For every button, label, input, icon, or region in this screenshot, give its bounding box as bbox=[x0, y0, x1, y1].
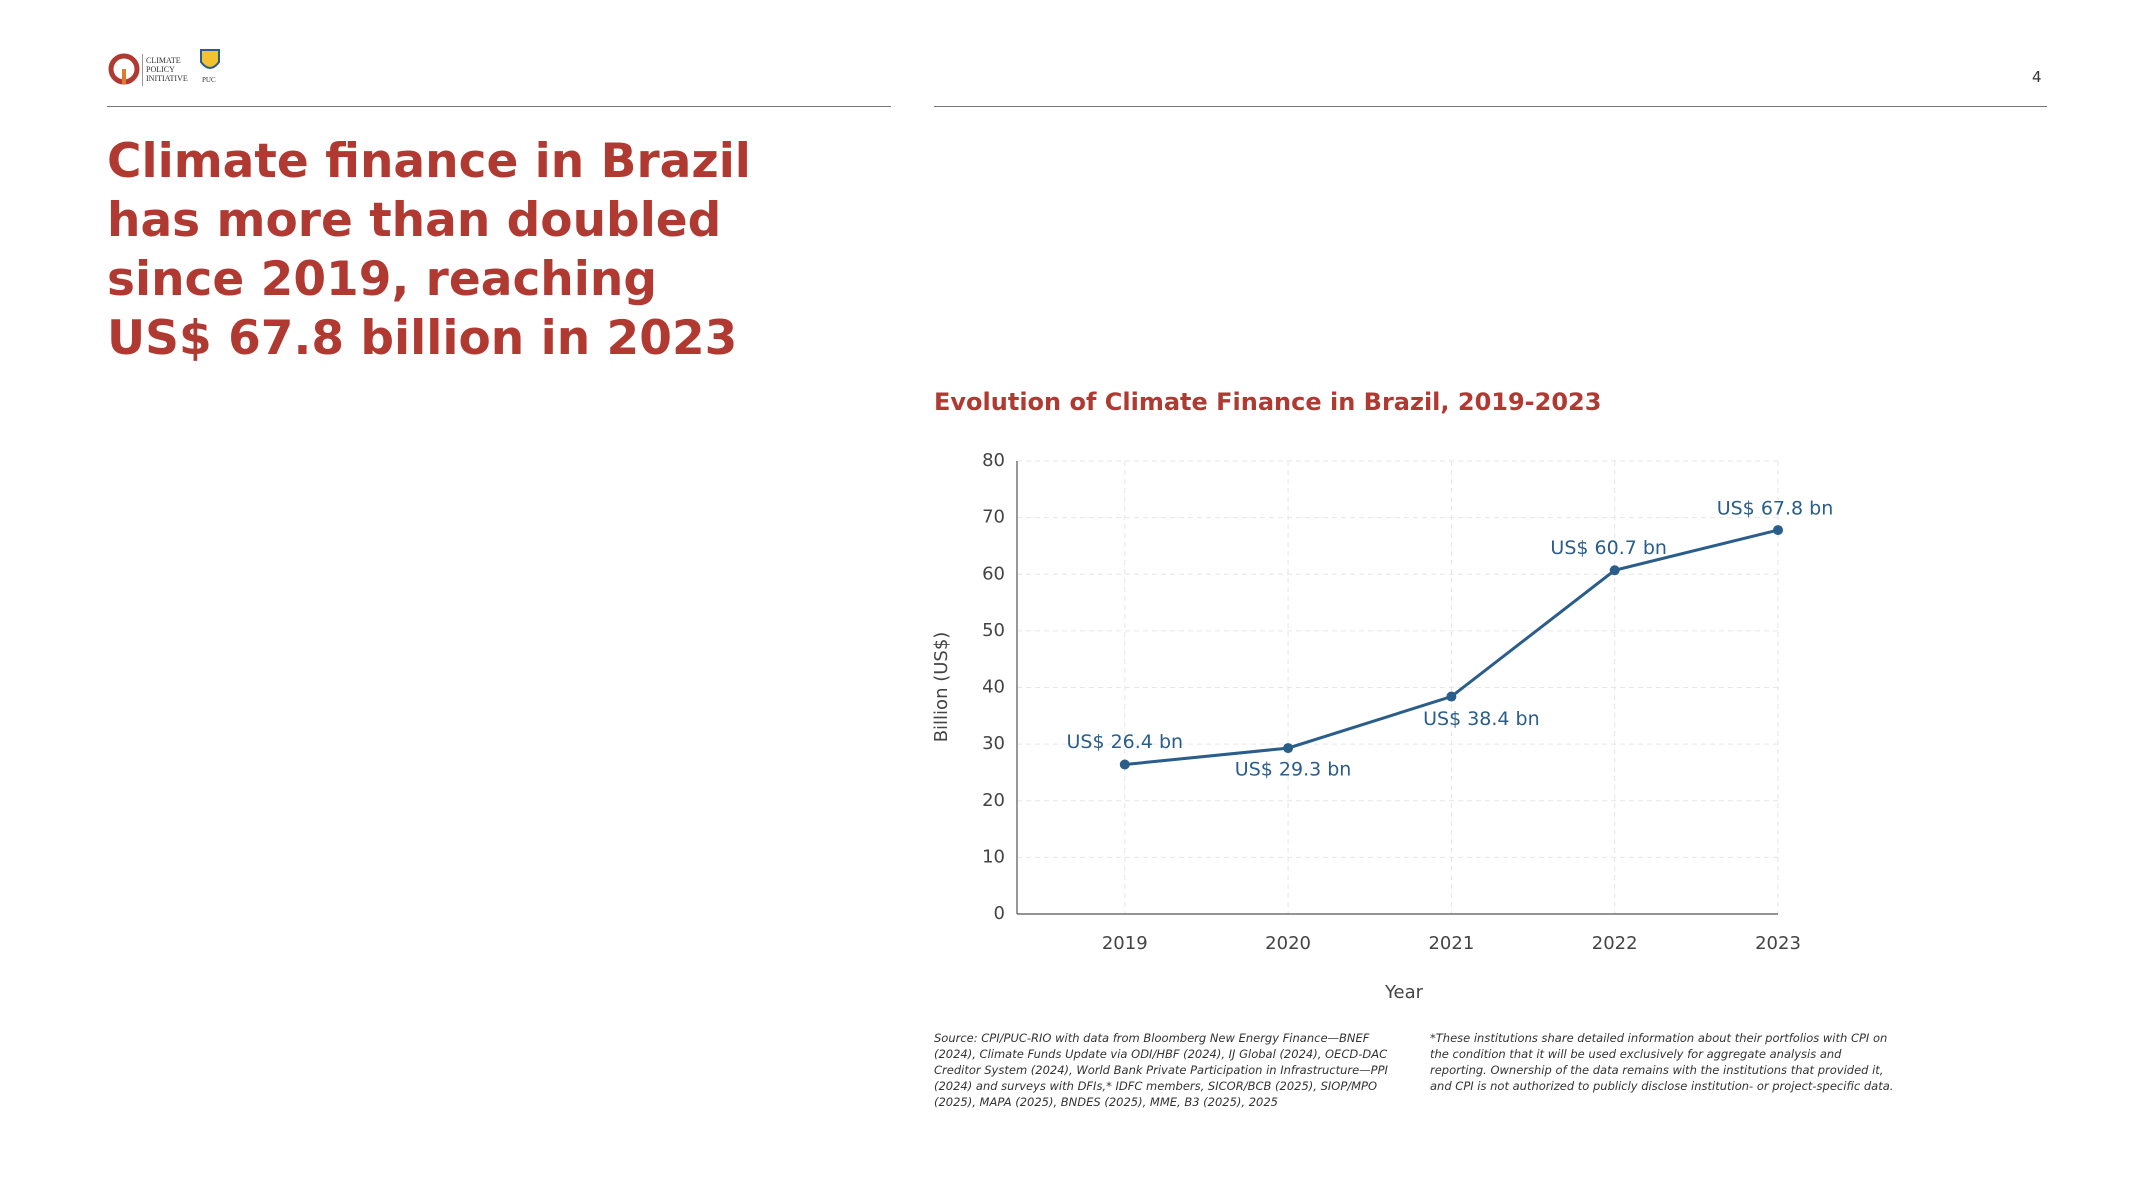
y-tick-label: 80 bbox=[982, 450, 1005, 471]
y-tick-label: 60 bbox=[982, 563, 1005, 584]
y-tick-label: 10 bbox=[982, 846, 1005, 867]
marker bbox=[1283, 743, 1294, 754]
data-label: US$ 67.8 bn bbox=[1717, 498, 1834, 520]
headline-line: US$ 67.8 billion in 2023 bbox=[107, 311, 738, 366]
x-tick-label: 2022 bbox=[1592, 933, 1638, 954]
y-tick-label: 20 bbox=[982, 790, 1005, 811]
marker bbox=[1119, 759, 1130, 770]
data-label: US$ 38.4 bn bbox=[1423, 708, 1540, 730]
headline-line: has more than doubled bbox=[107, 193, 722, 248]
marker bbox=[1609, 565, 1620, 576]
y-axis-label: Billion (US$) bbox=[931, 632, 952, 743]
data-label: US$ 60.7 bn bbox=[1550, 537, 1667, 559]
footnote: *These institutions share detailed infor… bbox=[1430, 1031, 1894, 1093]
x-tick-label: 2021 bbox=[1428, 933, 1474, 954]
marker bbox=[1446, 691, 1457, 702]
x-tick-label: 2023 bbox=[1755, 933, 1801, 954]
y-tick-label: 50 bbox=[982, 620, 1005, 641]
partner-crest bbox=[200, 49, 220, 69]
logo-line: INITIATIVE bbox=[146, 74, 188, 83]
logo-icon bbox=[108, 53, 140, 85]
y-tick-label: 0 bbox=[994, 903, 1005, 924]
marker bbox=[1773, 525, 1783, 536]
logo-text: CLIMATE POLICY INITIATIVE bbox=[146, 56, 188, 83]
page-number: 4 bbox=[2032, 68, 2042, 86]
logo-line: POLICY bbox=[146, 65, 175, 74]
partner-text: PUC bbox=[202, 76, 216, 84]
data-label: US$ 29.3 bn bbox=[1235, 759, 1352, 781]
headline: Climate finance in Brazil has more than … bbox=[107, 132, 751, 368]
rule bbox=[934, 106, 2047, 107]
headline-line: since 2019, reaching bbox=[107, 252, 657, 307]
logo-line: CLIMATE bbox=[146, 56, 181, 65]
logo-divider bbox=[142, 54, 143, 86]
x-axis-label: Year bbox=[1384, 982, 1424, 1003]
headline-line: Climate finance in Brazil bbox=[107, 134, 751, 189]
rule bbox=[107, 106, 891, 107]
chart-title: Evolution of Climate Finance in Brazil, … bbox=[934, 388, 1601, 416]
x-tick-label: 2020 bbox=[1265, 933, 1311, 954]
x-tick-label: 2019 bbox=[1102, 933, 1148, 954]
data-label: US$ 26.4 bn bbox=[1067, 731, 1184, 753]
source-note: Source: CPI/PUC-RIO with data from Bloom… bbox=[934, 1031, 1388, 1109]
y-tick-label: 70 bbox=[982, 507, 1005, 528]
y-tick-label: 40 bbox=[982, 677, 1005, 698]
y-tick-label: 30 bbox=[982, 733, 1005, 754]
